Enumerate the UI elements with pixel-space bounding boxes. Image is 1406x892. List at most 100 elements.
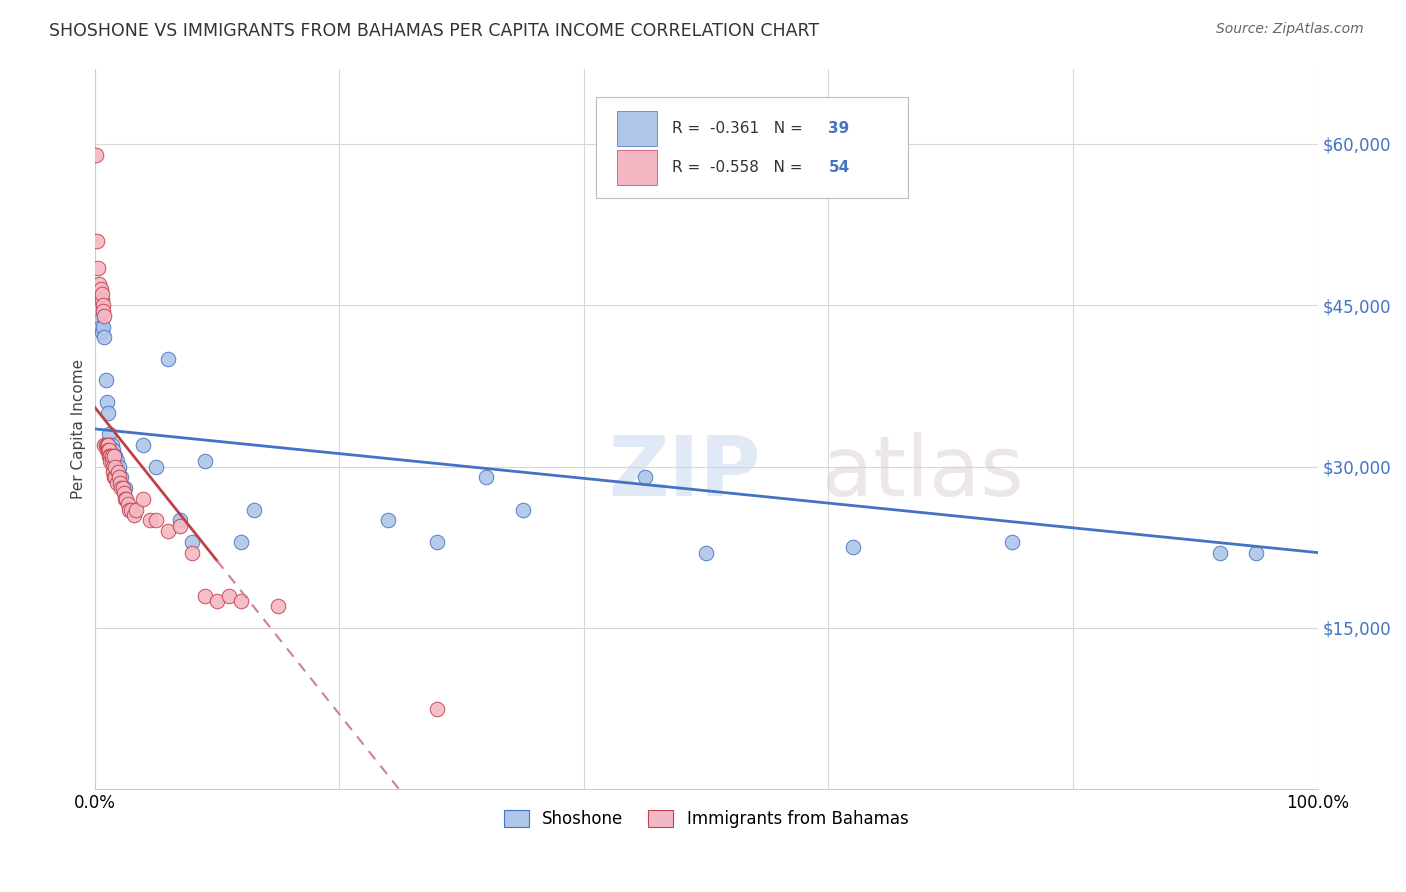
Point	[94, 374, 117, 388]
Point	[115, 491, 138, 506]
Text: R =  -0.558   N =: R = -0.558 N =	[672, 160, 807, 175]
Point	[91, 298, 114, 312]
Point	[205, 594, 228, 608]
Point	[181, 534, 204, 549]
Point	[91, 303, 114, 318]
Point	[145, 513, 167, 527]
Point	[842, 540, 865, 554]
Point	[426, 534, 449, 549]
Point	[138, 513, 160, 527]
Point	[194, 589, 217, 603]
Point	[84, 147, 107, 161]
Text: Source: ZipAtlas.com: Source: ZipAtlas.com	[1216, 22, 1364, 37]
Point	[426, 701, 449, 715]
Point	[120, 502, 142, 516]
Point	[117, 497, 139, 511]
Point	[91, 319, 114, 334]
Point	[112, 486, 135, 500]
Point	[110, 470, 132, 484]
Point	[89, 314, 111, 328]
Point	[101, 443, 124, 458]
Point	[100, 438, 122, 452]
Point	[90, 287, 112, 301]
Point	[122, 508, 145, 522]
Point	[218, 589, 240, 603]
Point	[101, 465, 124, 479]
Point	[103, 449, 125, 463]
Point	[1246, 545, 1268, 559]
Point	[108, 470, 131, 484]
FancyBboxPatch shape	[617, 150, 657, 185]
Point	[100, 449, 122, 463]
Point	[132, 491, 155, 506]
Point	[120, 502, 142, 516]
Point	[156, 524, 179, 538]
Point	[100, 449, 122, 463]
Text: R =  -0.361   N =: R = -0.361 N =	[672, 120, 807, 136]
Point	[181, 545, 204, 559]
Point	[97, 438, 120, 452]
Point	[90, 325, 112, 339]
Point	[103, 449, 125, 463]
Point	[96, 395, 118, 409]
Point	[98, 427, 121, 442]
Y-axis label: Per Capita Income: Per Capita Income	[72, 359, 86, 499]
Point	[267, 599, 290, 614]
Point	[512, 502, 534, 516]
Point	[125, 502, 148, 516]
Point	[169, 518, 191, 533]
Point	[104, 470, 127, 484]
Point	[98, 443, 121, 458]
Point	[1001, 534, 1024, 549]
Point	[103, 470, 125, 484]
Point	[104, 449, 127, 463]
Point	[101, 459, 124, 474]
Point	[231, 534, 253, 549]
Point	[110, 475, 132, 490]
Point	[231, 594, 253, 608]
Text: 39: 39	[828, 120, 849, 136]
Point	[377, 513, 399, 527]
Point	[634, 470, 657, 484]
Point	[1208, 545, 1230, 559]
FancyBboxPatch shape	[617, 111, 657, 145]
Point	[100, 454, 122, 468]
Point	[86, 309, 108, 323]
Point	[90, 319, 112, 334]
Point	[98, 449, 121, 463]
Point	[114, 481, 136, 495]
Point	[145, 459, 167, 474]
Point	[96, 443, 118, 458]
Point	[94, 438, 117, 452]
Point	[169, 513, 191, 527]
Point	[107, 465, 129, 479]
Point	[108, 459, 131, 474]
Point	[132, 438, 155, 452]
Point	[93, 438, 115, 452]
Point	[194, 454, 217, 468]
Point	[90, 282, 112, 296]
Point	[93, 330, 115, 344]
Point	[695, 545, 717, 559]
Point	[105, 454, 128, 468]
Point	[96, 438, 118, 452]
Point	[100, 438, 122, 452]
Point	[90, 293, 112, 307]
Point	[87, 260, 110, 275]
Point	[87, 303, 110, 318]
Point	[89, 277, 111, 291]
Text: ZIP: ZIP	[609, 432, 761, 513]
Point	[97, 443, 120, 458]
Point	[86, 234, 108, 248]
Point	[114, 491, 136, 506]
FancyBboxPatch shape	[596, 97, 908, 198]
Point	[93, 309, 115, 323]
Point	[156, 351, 179, 366]
Point	[475, 470, 498, 484]
Text: SHOSHONE VS IMMIGRANTS FROM BAHAMAS PER CAPITA INCOME CORRELATION CHART: SHOSHONE VS IMMIGRANTS FROM BAHAMAS PER …	[49, 22, 820, 40]
Legend: Shoshone, Immigrants from Bahamas: Shoshone, Immigrants from Bahamas	[498, 804, 915, 835]
Text: 54: 54	[828, 160, 849, 175]
Point	[118, 502, 141, 516]
Point	[110, 481, 132, 495]
Point	[100, 454, 122, 468]
